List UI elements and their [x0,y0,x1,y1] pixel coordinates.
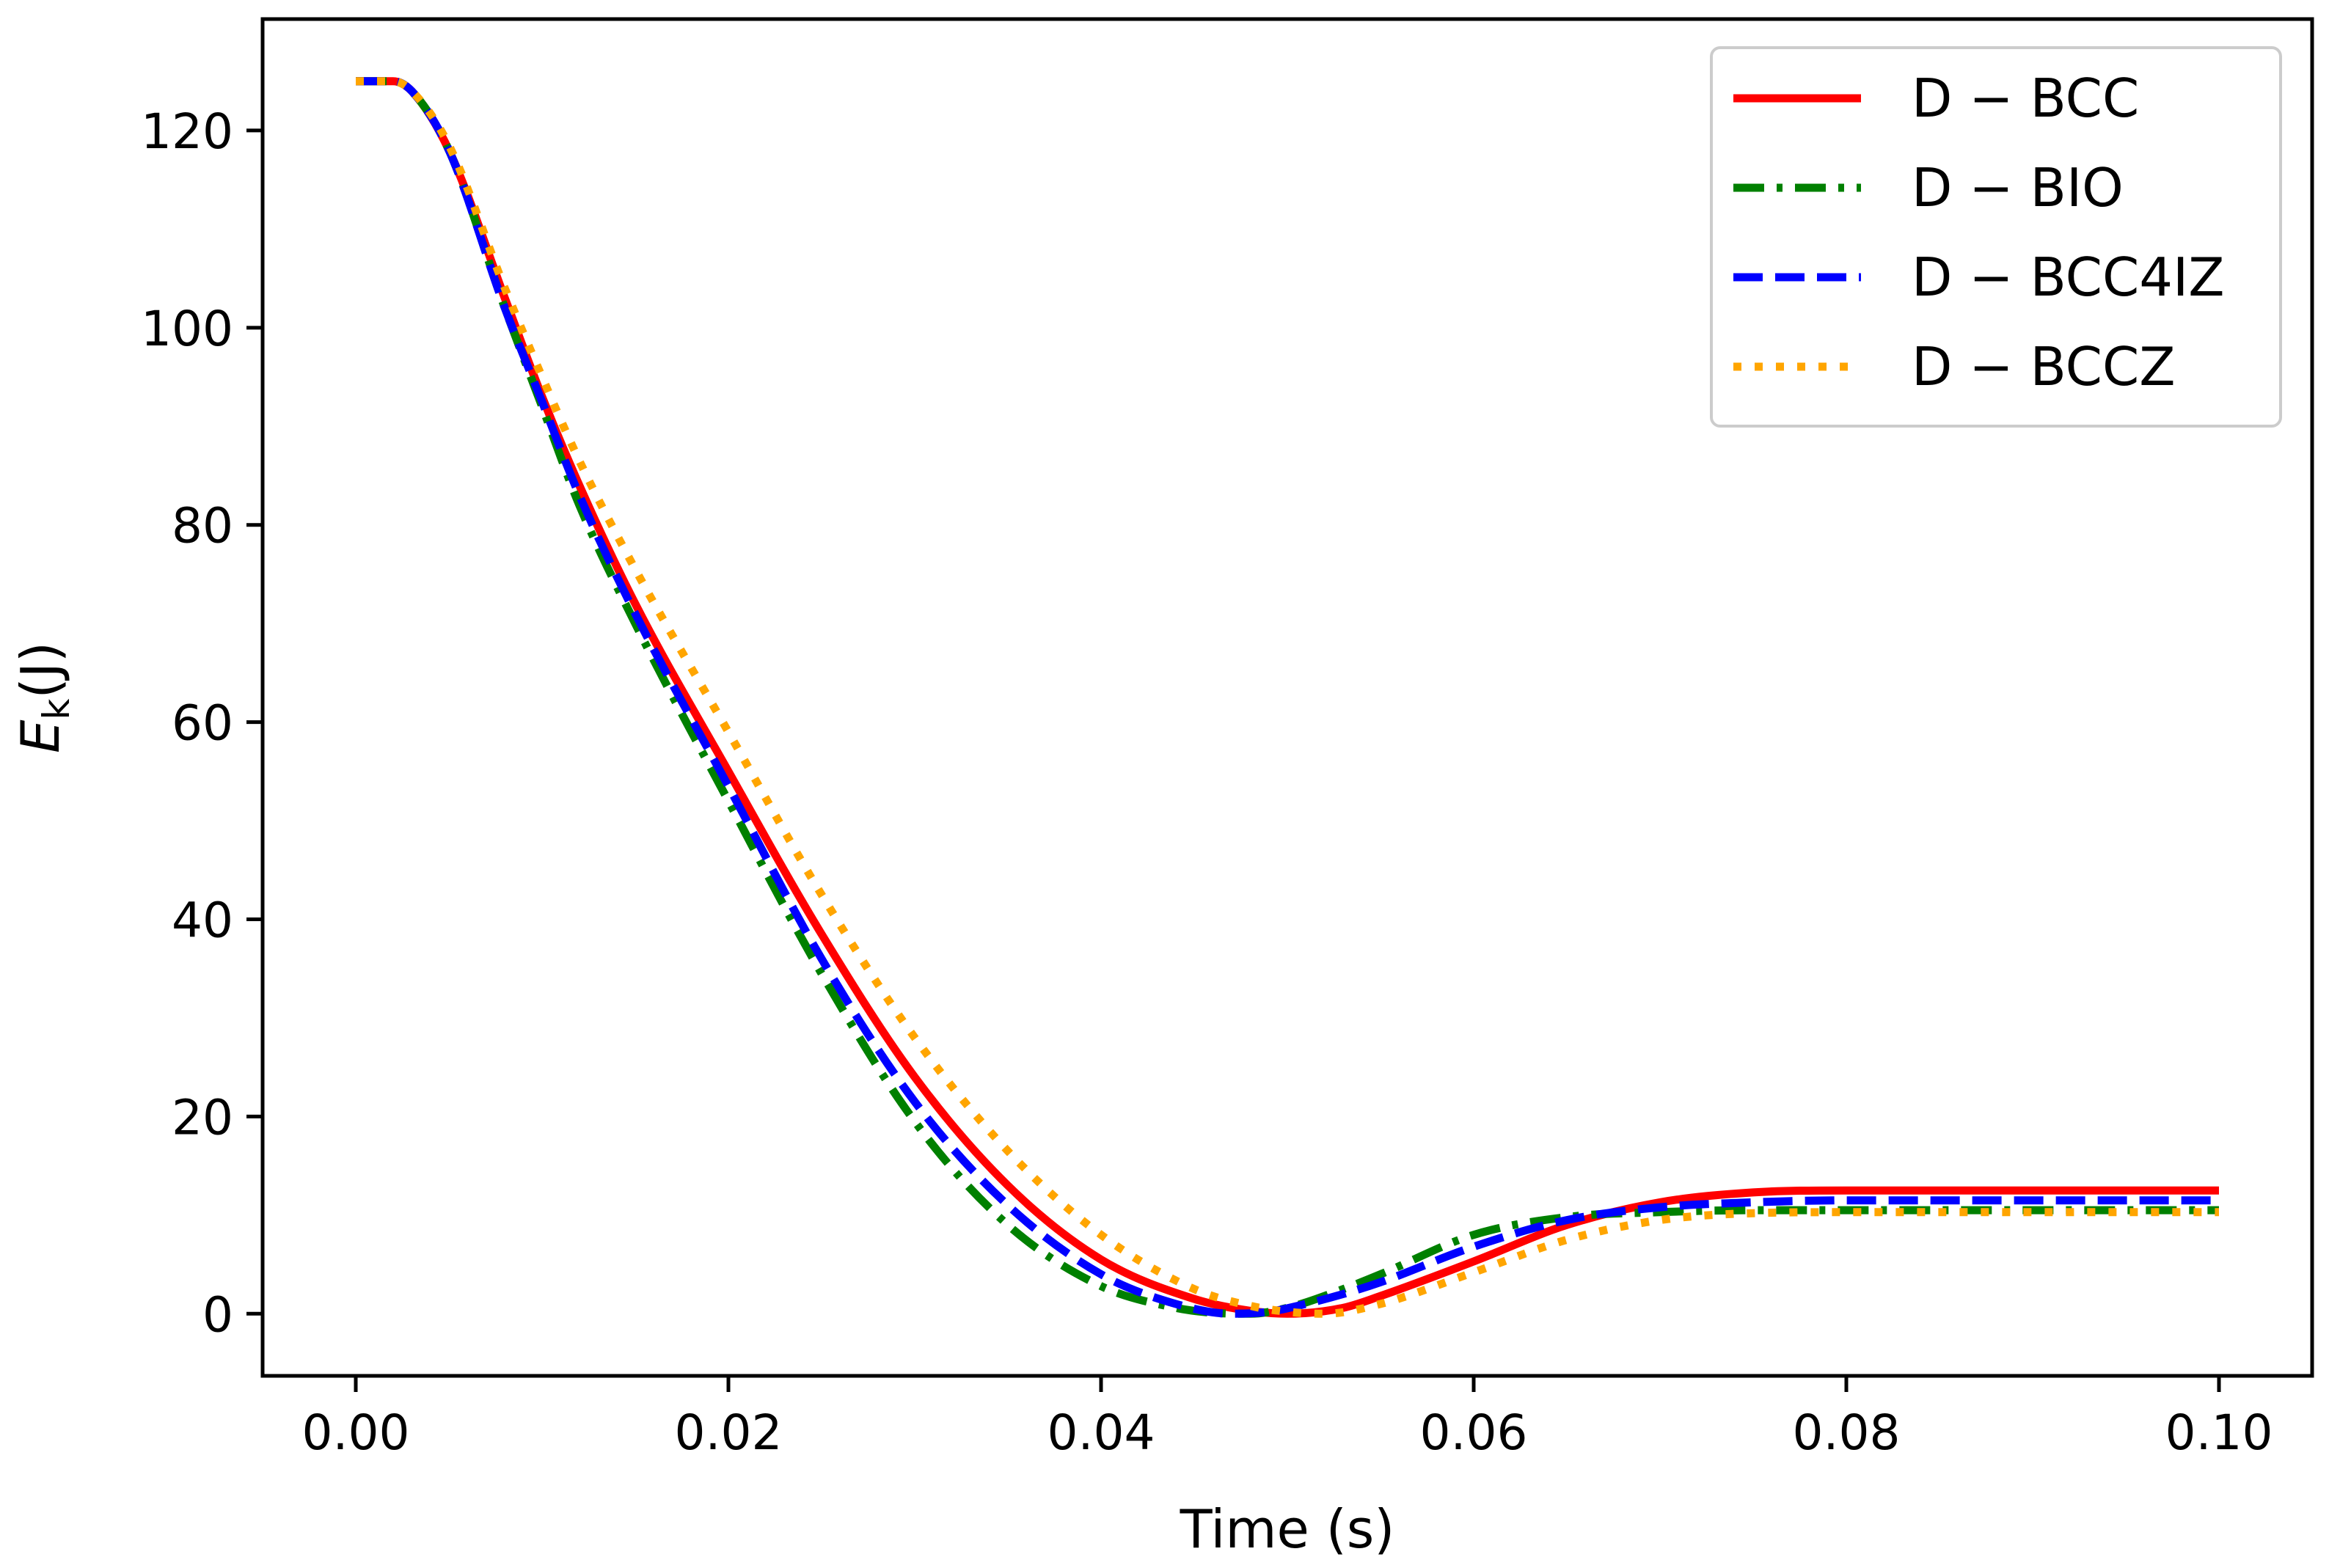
legend-box [1710,46,2282,428]
x-axis-ticks: 0.00 0.02 0.04 0.06 0.08 0.10 [302,1376,2273,1461]
plot-frame [260,17,2314,1378]
y-axis-label-main: E [10,719,71,753]
legend-label-d-bio: D − BIO [1912,157,2124,219]
legend-label-d-bccz: D − BCCZ [1912,336,2176,398]
series-line-d-bcc4iz [355,77,2219,1318]
y-tick-label: 120 [141,103,233,160]
series-line-d-bccz [355,77,2219,1318]
y-tick-label: 60 [172,695,233,752]
x-tick-label: 0.10 [2165,1404,2273,1461]
legend: D − BCC D − BIO D − BCC4IZ D − BCCZ [1710,46,2282,428]
y-tick-label: 80 [172,498,233,554]
y-axis-label-unit: (J) [10,642,71,698]
y-tick-label: 20 [172,1089,233,1146]
legend-label-d-bcc: D − BCC [1912,67,2139,129]
y-axis-label-subscript: k [35,698,78,719]
plot-lines [355,77,2219,1318]
legend-label-d-bcc4iz: D − BCC4IZ [1912,246,2225,308]
x-axis-label: Time (s) [1180,1498,1395,1560]
x-tick-label: 0.04 [1047,1404,1155,1461]
y-tick-label: 100 [141,301,233,357]
series-line-d-bio [355,77,2219,1318]
y-axis-ticks: 0 20 40 60 80 100 120 [141,103,263,1343]
x-tick-label: 0.06 [1420,1404,1528,1461]
x-tick-label: 0.00 [302,1404,410,1461]
y-tick-label: 0 [202,1286,233,1343]
y-tick-label: 40 [172,893,233,949]
x-tick-label: 0.02 [675,1404,783,1461]
y-axis-label: Ek(J) [10,642,78,753]
x-tick-label: 0.08 [1793,1404,1901,1461]
